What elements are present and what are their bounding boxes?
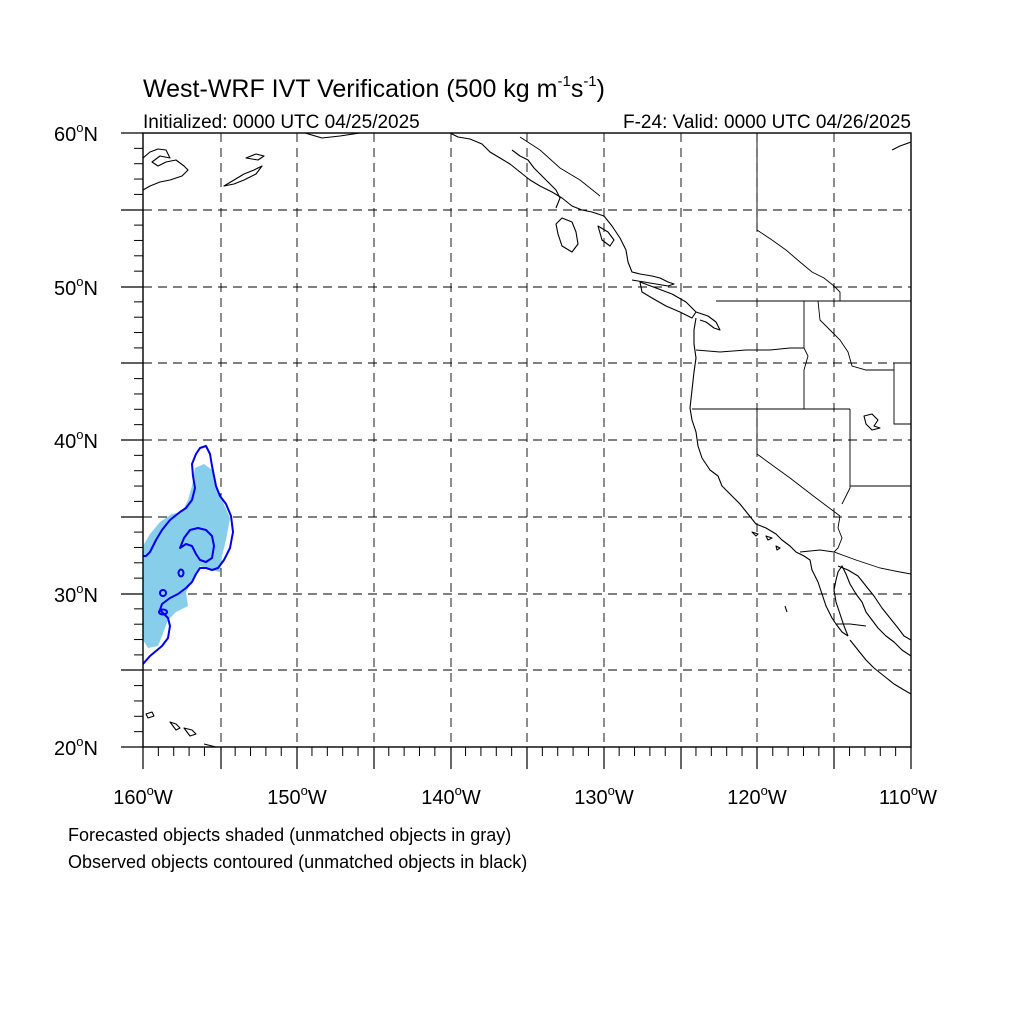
observed-note: Observed objects contoured (unmatched ob… <box>68 852 528 872</box>
lat-label-40n: 40oN <box>54 427 98 453</box>
lon-label-160w: 160oW <box>113 783 173 809</box>
lon-label-120w: 120oW <box>727 783 787 809</box>
graticule <box>143 133 911 747</box>
lat-ticks <box>121 132 143 748</box>
lon-labels: 160oW 150oW 140oW 130oW 120oW 110oW <box>113 783 937 809</box>
map-title: West-WRF IVT Verification (500 kg m-1s-1… <box>143 73 605 103</box>
lon-minor-ticks <box>157 747 897 756</box>
lon-label-110w: 110oW <box>879 783 937 809</box>
lat-minor-ticks <box>134 147 143 733</box>
lat-label-30n: 30oN <box>54 581 98 607</box>
coastlines <box>143 133 911 747</box>
observed-object <box>143 445 234 665</box>
initialized-label: Initialized: 0000 UTC 04/25/2025 <box>143 112 420 133</box>
lat-labels: 60oN 50oN 40oN 30oN 20oN <box>54 120 98 760</box>
lon-ticks <box>142 747 912 769</box>
lon-label-130w: 130oW <box>574 783 634 809</box>
lon-label-150w: 150oW <box>267 783 327 809</box>
lon-label-140w: 140oW <box>421 783 481 809</box>
forecast-note: Forecasted objects shaded (unmatched obj… <box>68 825 512 845</box>
political-borders <box>519 133 911 627</box>
lat-label-50n: 50oN <box>54 274 98 300</box>
lat-label-20n: 20oN <box>54 734 98 760</box>
forecast-object <box>143 464 230 648</box>
lat-label-60n: 60oN <box>54 120 98 146</box>
valid-time-label: F-24: Valid: 0000 UTC 04/26/2025 <box>623 112 911 133</box>
